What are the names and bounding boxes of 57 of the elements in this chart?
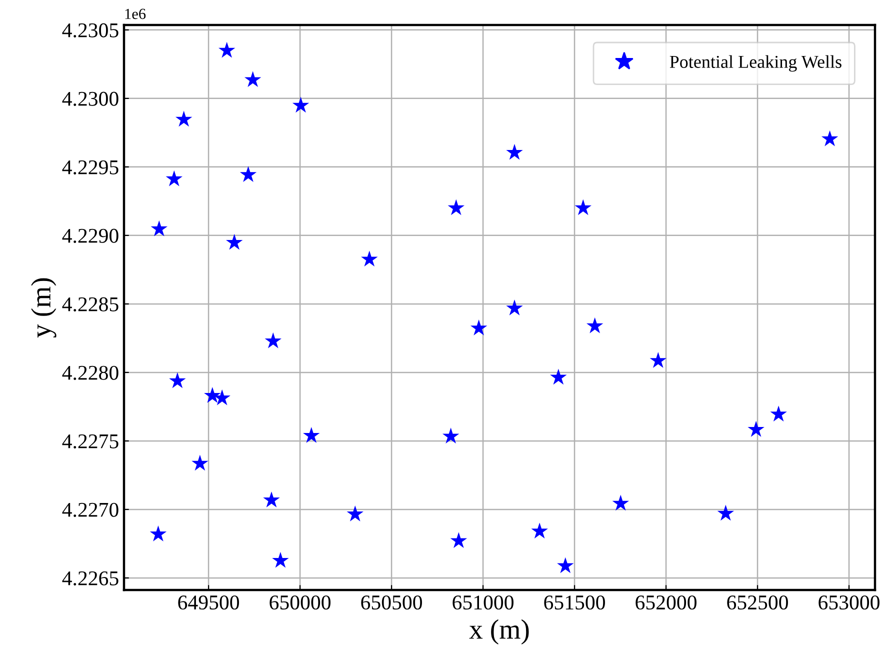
point <box>586 317 604 334</box>
point <box>574 199 592 216</box>
point <box>272 552 289 568</box>
point <box>175 110 192 127</box>
point <box>192 454 208 471</box>
point <box>531 522 548 538</box>
point <box>748 420 764 437</box>
x-tick-label: 651500 <box>544 595 605 610</box>
y-tick-label: 4.2290 <box>62 228 118 243</box>
point <box>550 368 567 385</box>
legend-label: Potential Leaking Wells <box>670 55 842 72</box>
point <box>240 166 257 182</box>
y-axis-title: y (m) <box>31 278 56 338</box>
x-tick-label: 651000 <box>452 595 514 610</box>
x-tick-label: 649500 <box>178 595 239 610</box>
x-tick-label: 650000 <box>270 595 330 610</box>
point <box>361 250 378 267</box>
point <box>450 532 468 548</box>
point <box>448 199 464 216</box>
point <box>166 170 182 186</box>
point <box>506 144 523 160</box>
point <box>346 505 364 522</box>
point <box>226 234 243 250</box>
y-tick-label: 4.2295 <box>62 160 118 174</box>
point <box>650 352 667 368</box>
point <box>506 300 523 316</box>
point <box>218 42 236 58</box>
point <box>470 320 488 336</box>
point <box>292 96 310 113</box>
y-tick-label: 4.2270 <box>62 502 118 517</box>
x-tick-label: 650500 <box>361 595 422 610</box>
point <box>150 220 168 236</box>
y-tick-label: 4.2285 <box>62 297 118 312</box>
x-tick-label: 653000 <box>818 595 880 610</box>
x-tick-label: 652500 <box>727 595 788 610</box>
point <box>442 428 460 444</box>
y-tick-label: 4.2300 <box>62 92 118 106</box>
point <box>214 389 230 406</box>
y-tick-label: 4.2305 <box>62 23 118 38</box>
y-tick-label: 4.2265 <box>62 571 118 586</box>
x-axis-title: x (m) <box>469 619 529 644</box>
point <box>557 557 574 574</box>
point <box>717 504 734 521</box>
y-tick-label: 4.2280 <box>62 366 118 380</box>
point <box>303 426 320 443</box>
point <box>264 332 282 348</box>
point <box>770 406 787 422</box>
point <box>821 130 838 146</box>
y-tick-label: 4.2275 <box>62 434 118 448</box>
point <box>263 491 280 508</box>
point <box>204 386 221 403</box>
point <box>612 494 629 511</box>
point <box>244 71 262 88</box>
point <box>150 525 167 542</box>
point <box>169 372 186 388</box>
text: 1e6 <box>125 8 146 20</box>
x-tick-label: 652000 <box>636 595 696 610</box>
